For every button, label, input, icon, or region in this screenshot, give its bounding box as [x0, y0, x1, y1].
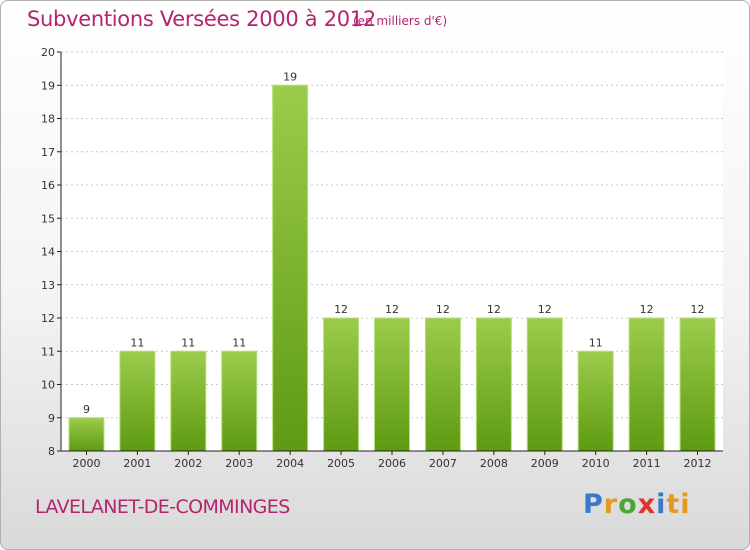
y-tick-label: 19 [41, 79, 55, 92]
bar-2009 [526, 317, 563, 452]
y-tick-label: 10 [41, 379, 55, 392]
x-tick-label: 2011 [633, 457, 661, 470]
x-tick-label: 2006 [378, 457, 406, 470]
y-tick-label: 11 [41, 345, 55, 358]
bar-value-label: 11 [232, 336, 246, 349]
bar-2000 [68, 417, 105, 452]
bar-2007 [424, 317, 461, 452]
bar-value-label: 12 [640, 303, 654, 316]
bar-value-label: 12 [691, 303, 705, 316]
x-tick-label: 2002 [174, 457, 202, 470]
bar-value-label: 19 [283, 70, 297, 83]
bar-value-label: 12 [487, 303, 501, 316]
bar-2005 [323, 317, 360, 452]
y-tick-label: 14 [41, 246, 55, 259]
bar-value-label: 12 [436, 303, 450, 316]
y-tick-label: 15 [41, 212, 55, 225]
bar-value-label: 9 [83, 403, 90, 416]
bar-value-label: 11 [130, 336, 144, 349]
y-tick-label: 20 [41, 46, 55, 59]
y-tick-label: 9 [48, 412, 55, 425]
bar-2004 [272, 84, 309, 452]
bar-value-label: 12 [334, 303, 348, 316]
y-tick-label: 17 [41, 146, 55, 159]
bars: 9 11 11 11 19 12 12 12 12 12 11 12 12 [68, 70, 716, 452]
location-name: LAVELANET-DE-COMMINGES [35, 496, 290, 518]
bar-2003 [221, 350, 258, 452]
x-tick-label: 2004 [276, 457, 304, 470]
bar-2011 [628, 317, 665, 452]
x-tick-label: 2000 [72, 457, 100, 470]
bar-value-label: 11 [589, 336, 603, 349]
bar-2012 [679, 317, 716, 452]
chart-title: Subventions Versées 2000 à 2012 [27, 7, 376, 31]
x-tick-label: 2003 [225, 457, 253, 470]
y-tick-label: 16 [41, 179, 55, 192]
x-tick-label: 2009 [531, 457, 559, 470]
bar-value-label: 12 [385, 303, 399, 316]
bar-2001 [119, 350, 156, 452]
x-tick-label: 2010 [582, 457, 610, 470]
bar-value-label: 12 [538, 303, 552, 316]
bar-2010 [577, 350, 614, 452]
y-tick-label: 12 [41, 312, 55, 325]
proxiti-logo[interactable]: Proxiti [583, 489, 691, 520]
bar-2006 [374, 317, 410, 452]
axes: 8 9 10 11 12 13 14 15 16 17 18 19 20 2000 2001 2002 2003… [41, 46, 723, 470]
bar-2002 [170, 350, 207, 452]
x-tick-label: 2007 [429, 457, 457, 470]
x-tick-label: 2005 [327, 457, 355, 470]
bar-2008 [475, 317, 512, 452]
y-tick-label: 13 [41, 279, 55, 292]
chart-subtitle: (en milliers d'€) [353, 14, 448, 28]
y-tick-label: 8 [48, 445, 55, 458]
x-tick-label: 2008 [480, 457, 508, 470]
x-tick-label: 2012 [684, 457, 712, 470]
y-tick-label: 18 [41, 113, 55, 126]
x-tick-label: 2001 [123, 457, 151, 470]
bar-value-label: 11 [181, 336, 195, 349]
